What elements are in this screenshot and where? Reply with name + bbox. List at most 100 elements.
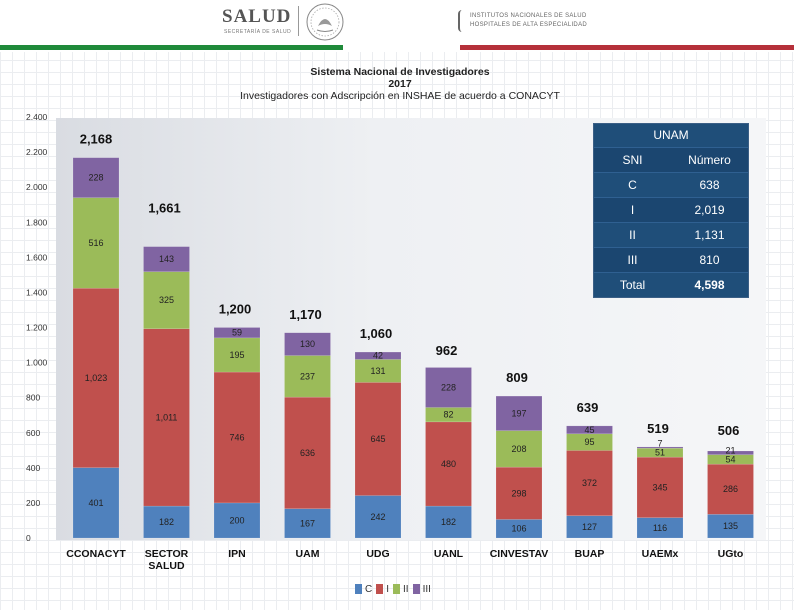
bar-segment: [213, 327, 261, 339]
total-label: 2,168: [80, 132, 113, 147]
salud-logo-text: SALUD: [222, 6, 292, 27]
bar-segment: [425, 367, 472, 408]
segment-label: 401: [88, 498, 103, 508]
segment-label: 143: [159, 254, 174, 264]
bar-segment: [566, 450, 613, 516]
legend-swatch: [376, 584, 384, 594]
segment-label: 480: [441, 459, 456, 469]
legend-swatch: [355, 584, 362, 594]
y-tick-label: 400: [26, 463, 40, 473]
segment-label: 197: [511, 408, 526, 418]
logo-divider: [298, 6, 299, 36]
bar-segment: [143, 271, 190, 329]
unam-row-level: II: [629, 228, 636, 242]
total-label: 1,170: [289, 307, 322, 322]
y-tick-label: 600: [26, 428, 40, 438]
segment-label: 228: [88, 173, 103, 183]
unam-col-numero: Número: [688, 153, 731, 167]
y-tick-label: 1.600: [26, 252, 48, 262]
bar-segment: [143, 328, 190, 507]
y-tick-label: 1.400: [26, 287, 48, 297]
x-category-label: UAM: [296, 548, 320, 560]
unam-table-header-row: SNI Número: [594, 147, 748, 172]
unam-row-level: C: [628, 178, 637, 192]
segment-label: 242: [370, 512, 385, 522]
segment-label: 7: [657, 439, 662, 449]
total-label: 809: [506, 370, 528, 385]
chart-title-line2: 2017: [388, 78, 412, 90]
segment-label: 228: [441, 382, 456, 392]
bar-segment: [495, 466, 543, 520]
bar-segment: [707, 463, 754, 515]
bar-segment: [354, 359, 402, 383]
x-category-label: CCONACYT: [66, 548, 126, 560]
total-label: 1,060: [360, 326, 393, 341]
bar-segment: [72, 287, 120, 468]
y-tick-label: 2.400: [26, 112, 48, 122]
bar-segment: [354, 382, 402, 496]
segment-label: 116: [653, 523, 667, 533]
y-tick-label: 2.000: [26, 182, 48, 192]
bar-segment: [72, 157, 120, 198]
mexico-seal-icon: [306, 3, 344, 41]
unam-row-level: I: [630, 203, 635, 217]
unam-row-count: 1,131: [694, 228, 725, 242]
bar-segment: [72, 467, 120, 539]
bar-segment: [213, 337, 261, 373]
legend-label: II: [403, 583, 409, 595]
unam-row-count: 810: [699, 253, 720, 267]
x-category-label: IPN: [228, 548, 246, 560]
unam-table-row: III 810: [594, 247, 748, 272]
legend-item: I: [376, 584, 389, 595]
chart-title-line1: Sistema Nacional de Investigadores: [310, 66, 490, 78]
unam-table-total-row: Total 4,598: [594, 272, 748, 297]
segment-label: 516: [88, 238, 103, 248]
bar-segment: [707, 450, 754, 455]
institutos-line1: INSTITUTOS NACIONALES DE SALUD: [470, 13, 587, 19]
segment-label: 298: [511, 488, 526, 498]
unam-row-level: Total: [619, 278, 646, 292]
bar-segment: [636, 446, 684, 449]
unam-col-sni: SNI: [622, 153, 643, 167]
segment-label: 51: [655, 448, 665, 458]
legend-label: I: [386, 583, 390, 595]
y-tick-label: 2.200: [26, 147, 48, 157]
unam-table-row: C 638: [594, 172, 748, 197]
segment-label: 95: [584, 437, 594, 447]
bar-segment: [213, 502, 261, 539]
segment-label: 645: [370, 434, 385, 444]
y-tick-label: 0: [26, 533, 31, 543]
segment-label: 195: [229, 350, 244, 360]
segment-label: 286: [723, 484, 738, 494]
segment-label: 106: [511, 524, 526, 534]
y-tick-label: 200: [26, 498, 40, 508]
unam-table-row: II 1,131: [594, 222, 748, 247]
y-tick-label: 1.200: [26, 323, 48, 333]
unam-row-level: III: [627, 253, 638, 267]
bar-segment: [566, 425, 613, 435]
bar-segment: [636, 447, 684, 458]
segment-label: 131: [370, 366, 385, 376]
segment-label: 45: [584, 425, 594, 435]
legend-label: C: [365, 583, 373, 595]
x-category-label: SECTOR: [145, 548, 189, 560]
unam-row-count: 4,598: [694, 278, 725, 292]
legend-swatch: [412, 584, 420, 594]
x-category-label: UDG: [366, 548, 389, 560]
header-stripe-green: [0, 45, 343, 50]
salud-logo: SALUD SECRETARÍA DE SALUD: [222, 6, 297, 36]
total-label: 1,200: [219, 302, 252, 317]
chart-title: Sistema Nacional de Investigadores 2017 …: [150, 66, 650, 102]
y-tick-label: 800: [26, 393, 40, 403]
unam-table-title: UNAM: [594, 124, 748, 147]
y-tick-label: 1.000: [26, 358, 48, 368]
segment-label: 372: [582, 478, 597, 488]
segment-label: 21: [725, 445, 735, 455]
bar-segment: [284, 508, 331, 539]
segment-label: 325: [159, 295, 174, 305]
total-label: 1,661: [148, 201, 181, 216]
total-label: 519: [647, 421, 669, 436]
bar-segment: [72, 197, 120, 289]
legend-item: C: [355, 584, 372, 595]
